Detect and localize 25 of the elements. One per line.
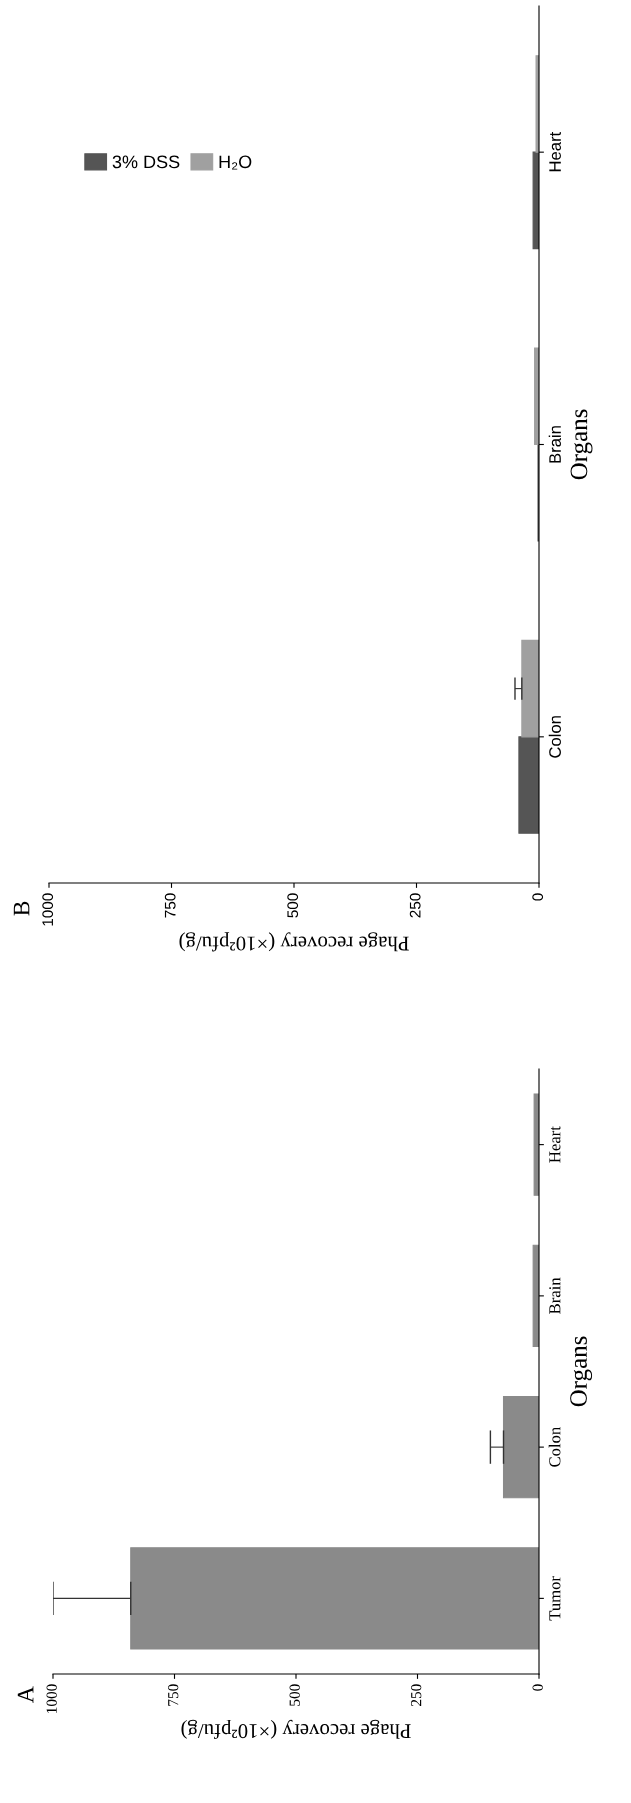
legend-label: H₂O <box>219 155 252 170</box>
x-tick-label: 0 <box>532 893 544 901</box>
y-tick-label: Heart <box>549 131 561 172</box>
x-tick-label: 1000 <box>42 893 54 926</box>
x-tick-label: 500 <box>287 893 299 918</box>
y-tick-label: Heart <box>549 1126 561 1163</box>
legend-label: 3% DSS <box>112 155 180 169</box>
y-tick-label: Tumor <box>549 1576 561 1621</box>
y-tick-label: Brain <box>548 426 561 463</box>
x-tick-label: 0 <box>532 1684 543 1691</box>
text: B <box>13 901 30 916</box>
x-tick-label: 1000 <box>46 1684 57 1713</box>
x-tick-label: 750 <box>168 1684 179 1706</box>
y-tick-label: Colon <box>548 716 561 758</box>
x-axis-title: Phage recovery (×10²pfu/g) <box>179 932 409 952</box>
text: A <box>17 1686 34 1703</box>
y-tick-label: Colon <box>548 1427 561 1467</box>
x-tick-label: 250 <box>409 893 421 918</box>
y-axis-title: Organs <box>570 1336 593 1407</box>
x-tick-label: 250 <box>411 1684 422 1706</box>
x-axis-title: Phage recovery (×10²pfu/g) <box>181 1719 411 1739</box>
x-tick-label: 500 <box>289 1684 300 1706</box>
y-axis-title: Organs <box>570 409 593 480</box>
x-tick-label: 750 <box>164 893 176 918</box>
y-tick-label: Brain <box>549 1277 561 1314</box>
